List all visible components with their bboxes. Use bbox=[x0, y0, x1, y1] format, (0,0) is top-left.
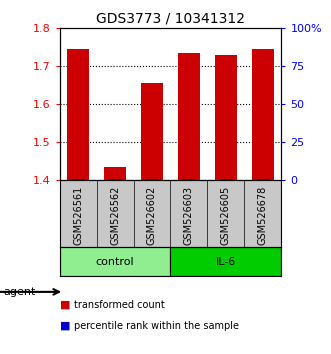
Text: control: control bbox=[96, 257, 134, 267]
Text: GSM526562: GSM526562 bbox=[110, 185, 120, 245]
Text: GSM526561: GSM526561 bbox=[73, 185, 83, 245]
Text: agent: agent bbox=[3, 287, 36, 297]
Text: percentile rank within the sample: percentile rank within the sample bbox=[74, 321, 239, 331]
Bar bbox=[252, 49, 274, 180]
Text: transformed count: transformed count bbox=[74, 300, 165, 310]
Bar bbox=[183, 178, 195, 180]
Text: GSM526602: GSM526602 bbox=[147, 185, 157, 245]
Bar bbox=[104, 167, 126, 180]
Bar bbox=[178, 53, 200, 180]
Bar bbox=[257, 178, 269, 180]
Text: IL-6: IL-6 bbox=[216, 257, 236, 267]
Text: ■: ■ bbox=[60, 300, 70, 310]
Bar bbox=[215, 55, 237, 180]
Bar bbox=[146, 178, 158, 180]
Bar bbox=[72, 178, 84, 180]
Bar bbox=[60, 247, 170, 276]
Bar bbox=[141, 83, 163, 180]
Bar bbox=[109, 178, 121, 180]
Text: GSM526605: GSM526605 bbox=[221, 185, 231, 245]
Bar bbox=[67, 49, 89, 180]
Text: GSM526678: GSM526678 bbox=[258, 185, 268, 245]
Bar bbox=[220, 178, 232, 180]
Text: ■: ■ bbox=[60, 321, 70, 331]
Title: GDS3773 / 10341312: GDS3773 / 10341312 bbox=[96, 12, 245, 26]
Bar bbox=[170, 247, 281, 276]
Text: GSM526603: GSM526603 bbox=[184, 185, 194, 245]
